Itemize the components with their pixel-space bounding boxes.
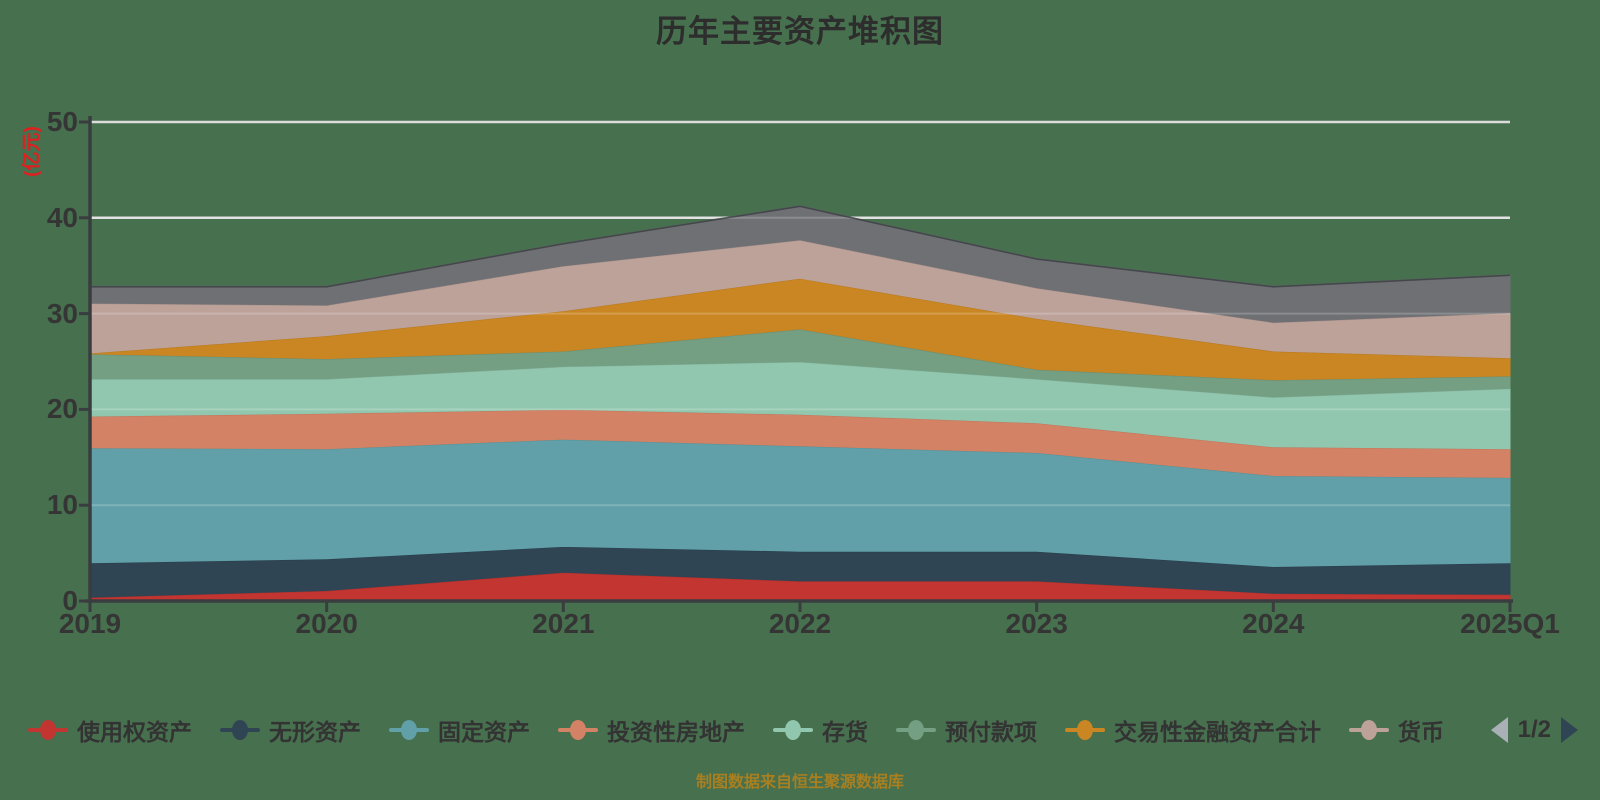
legend-line-dot-icon <box>773 718 813 742</box>
x-tick-label: 2024 <box>1242 608 1305 639</box>
y-tick-label: 30 <box>46 297 78 329</box>
y-tick-label: 0 <box>62 585 78 616</box>
legend-item-label: 交易性金融资产合计 <box>1114 719 1321 745</box>
legend-item-7[interactable]: 交易性金融资产合计 <box>1065 713 1321 747</box>
legend-item-8[interactable]: 货币 <box>1349 713 1444 747</box>
x-tick-label: 2023 <box>1005 608 1068 639</box>
legend-next-page-icon[interactable] <box>1561 717 1578 743</box>
legend-pager: 1/2 <box>1490 716 1578 744</box>
legend-item-1[interactable]: 使用权资产 <box>28 713 192 747</box>
x-tick-label: 2019 <box>58 608 122 639</box>
legend-line-dot-icon <box>558 718 598 742</box>
chart-title: 历年主要资产堆积图 <box>656 14 944 49</box>
legend-item-3[interactable]: 固定资产 <box>389 713 530 747</box>
legend-line-dot-icon <box>28 718 68 742</box>
x-tick-label: 2020 <box>295 608 358 639</box>
legend-item-label: 使用权资产 <box>77 719 192 745</box>
legend-line-dot-icon <box>1349 718 1389 742</box>
legend: 使用权资产 无形资产 固定资产 投资性房地产 存货 预付款项 交易性金融资产合计 货币 1/2 <box>28 712 1578 748</box>
legend-item-2[interactable]: 无形资产 <box>220 713 361 747</box>
legend-item-label: 货币 <box>1398 719 1444 745</box>
legend-line-dot-icon <box>1065 718 1105 742</box>
y-tick-label: 50 <box>46 106 78 137</box>
legend-item-label: 投资性房地产 <box>607 719 745 745</box>
legend-line-dot-icon <box>896 718 936 742</box>
legend-prev-page-icon[interactable] <box>1490 717 1508 743</box>
legend-item-label: 预付款项 <box>945 719 1037 745</box>
source-note: 制图数据来自恒生聚源数据库 <box>695 774 904 791</box>
legend-item-5[interactable]: 存货 <box>773 713 868 747</box>
legend-item-label: 无形资产 <box>269 719 361 745</box>
legend-item-label: 固定资产 <box>438 719 530 745</box>
y-tick-label: 40 <box>46 201 78 233</box>
legend-item-4[interactable]: 投资性房地产 <box>558 713 745 747</box>
y-tick-label: 20 <box>46 393 78 425</box>
legend-page-indicator: 1/2 <box>1517 716 1551 743</box>
x-tick-label: 2025Q1 <box>1460 608 1560 639</box>
legend-line-dot-icon <box>389 718 429 742</box>
legend-line-dot-icon <box>220 718 260 742</box>
legend-item-6[interactable]: 预付款项 <box>896 713 1037 747</box>
x-tick-label: 2022 <box>768 608 832 639</box>
y-tick-label: 10 <box>46 489 78 521</box>
legend-item-label: 存货 <box>822 719 868 745</box>
x-tick-label: 2021 <box>532 608 595 639</box>
